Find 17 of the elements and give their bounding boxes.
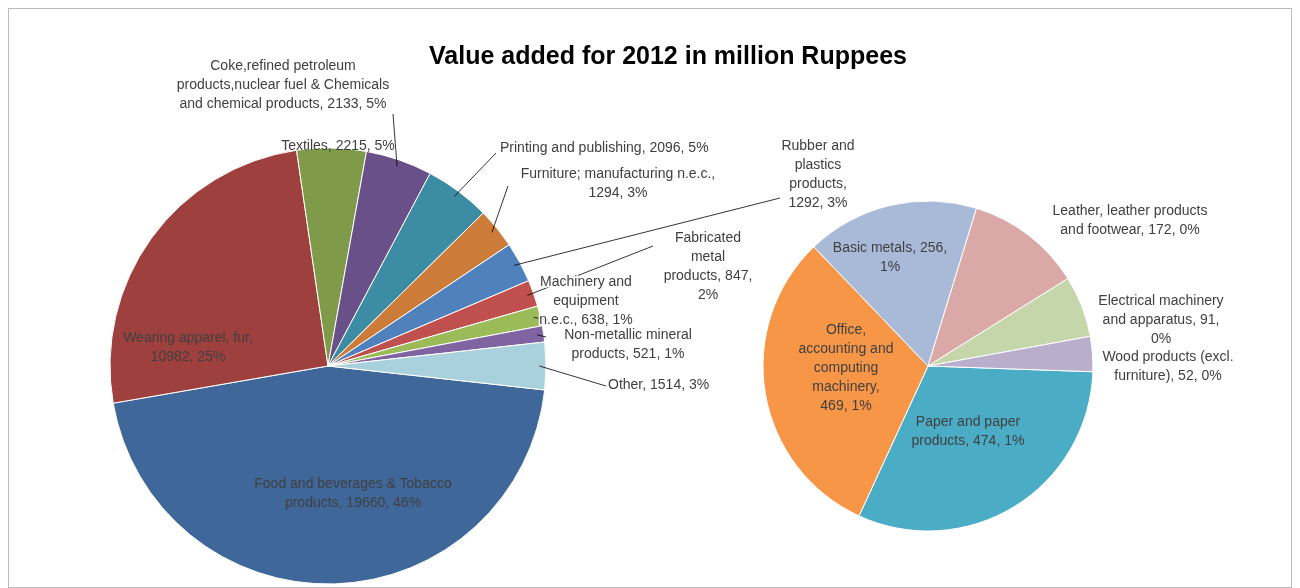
chart-title: Value added for 2012 in million Ruppees	[429, 41, 907, 69]
slice-label: Basic metals, 256, 1%	[832, 239, 948, 274]
slice-label: Non-metallic mineral products, 521, 1%	[564, 326, 692, 361]
slice-label: Textiles, 2215, 5%	[281, 137, 395, 153]
slice-label: Other, 1514, 3%	[608, 376, 710, 392]
slice-label: Fabricated metal products, 847, 2%	[663, 229, 753, 302]
slice-label: Food and beverages & Tobacco products, 19660, 46%	[254, 475, 452, 510]
slice-label: Leather, leather products and footwear, 172, 0%	[1052, 202, 1208, 237]
slice-label: Wearing apparel, fur, 10982, 25%	[123, 329, 253, 364]
slice-label: Printing and publishing, 2096, 5%	[500, 139, 709, 155]
slice-label: Wood products (excl. furniture), 52, 0%	[1102, 348, 1234, 383]
slice-label: Paper and paper products, 474, 1%	[911, 413, 1025, 448]
slice-label: Rubber and plastics products, 1292, 3%	[781, 137, 855, 210]
slice-label: Electrical machinery and apparatus, 91, 0%	[1098, 292, 1224, 346]
slice-label: Coke,refined petroleum products,nuclear fuel & Chemicals and chemical products, 2133, 5%	[176, 57, 390, 111]
slice-label: Furniture; manufacturing n.e.c., 1294, 3%	[520, 165, 716, 200]
slice-label: Office, accounting and computing machinery, 469, 1%	[798, 321, 894, 413]
